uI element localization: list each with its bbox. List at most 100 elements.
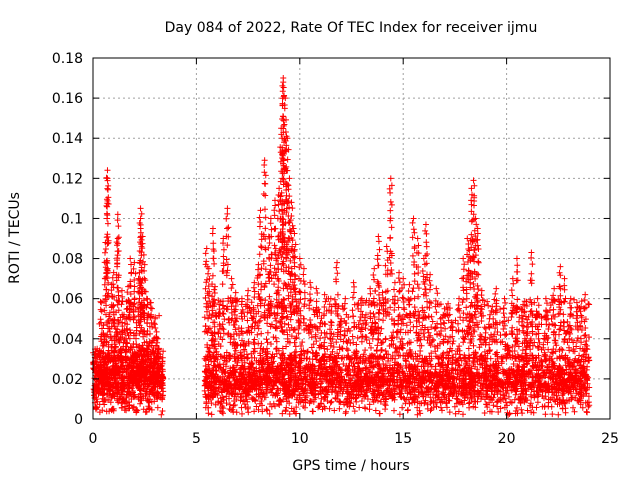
data-point-stack: [500, 299, 509, 353]
data-point: [524, 319, 531, 326]
data-point-stack: [382, 248, 391, 342]
data-point-stack: [556, 269, 564, 333]
data-point: [375, 233, 382, 240]
data-point: [271, 197, 278, 204]
data-point: [406, 281, 413, 288]
data-point-stack: [469, 182, 478, 335]
data-point: [104, 167, 111, 174]
data-point: [387, 175, 394, 182]
x-tick-label: 25: [601, 431, 619, 447]
data-point-stack: [544, 321, 553, 353]
data-point-stack: [264, 239, 273, 321]
data-point: [400, 275, 407, 282]
data-point: [474, 225, 481, 232]
data-point: [470, 177, 477, 184]
data-point: [94, 345, 101, 352]
data-point-stack: [523, 324, 531, 350]
data-point-stack: [300, 271, 308, 333]
data-point-stack: [378, 294, 387, 353]
data-point: [212, 283, 219, 290]
data-point: [224, 205, 231, 212]
data-point: [433, 285, 440, 292]
data-point: [544, 315, 551, 322]
data-point: [251, 279, 258, 286]
data-point-stack: [374, 238, 383, 342]
data-point-stack: [204, 270, 213, 336]
data-point-stack: [332, 264, 342, 346]
x-tick-label: 20: [498, 431, 516, 447]
data-point-stack: [227, 281, 236, 348]
data-point: [137, 215, 144, 222]
data-point: [112, 325, 119, 332]
data-point-stack: [320, 298, 329, 346]
y-tick-label: 0.12: [52, 171, 83, 187]
data-point: [292, 241, 299, 248]
data-point-stack: [316, 323, 325, 349]
data-point-stack: [103, 182, 112, 345]
data-point-stack: [448, 323, 456, 354]
y-tick-label: 0.14: [52, 131, 83, 147]
x-tick-labels: 0 5 10 15 20 25: [89, 431, 619, 447]
data-point-stack: [126, 261, 135, 336]
data-point: [561, 275, 568, 282]
data-point-stack: [527, 254, 536, 328]
data-point-stack: [572, 304, 581, 350]
y-tick-label: 0: [74, 412, 83, 428]
data-point-stack: [153, 343, 161, 353]
data-point: [334, 259, 341, 266]
data-point: [143, 295, 150, 302]
data-point-stack: [440, 312, 449, 346]
data-point-stack: [473, 230, 482, 331]
data-point-stack: [109, 274, 118, 354]
data-point-stack: [580, 297, 589, 348]
y-tick-labels: 0 0.02 0.04 0.06 0.08 0.1 0.12 0.14 0.16 0.18: [52, 51, 83, 428]
data-point-stack: [97, 306, 105, 345]
data-point-stack: [100, 336, 108, 349]
data-point: [321, 291, 328, 298]
data-point: [127, 255, 134, 262]
data-point: [286, 175, 293, 182]
data-point-stack: [550, 292, 559, 344]
data-point-stack: [508, 280, 517, 338]
y-tick-label: 0.06: [52, 292, 83, 308]
data-point: [104, 175, 111, 182]
data-point: [98, 299, 105, 306]
y-tick-label: 0.08: [52, 252, 83, 268]
data-point: [520, 301, 527, 308]
data-point: [460, 255, 467, 262]
y-axis-label: ROTI / TECUs: [7, 192, 23, 284]
y-tick-label: 0.04: [52, 332, 83, 348]
data-point: [121, 311, 128, 318]
data-point: [300, 265, 307, 272]
data-point: [280, 79, 287, 86]
x-axis-label: GPS time / hours: [292, 458, 409, 474]
data-point-stack: [477, 292, 486, 342]
chart-title: Day 084 of 2022, Rate Of TEC Index for r…: [165, 20, 538, 36]
data-point-stack: [238, 301, 246, 337]
data-point-stack: [336, 321, 346, 352]
data-point-stack: [422, 227, 431, 322]
data-point: [567, 295, 574, 302]
data-point-stack: [409, 219, 418, 319]
data-point: [509, 275, 516, 282]
data-point-stack: [366, 290, 375, 337]
data-point-stack: [463, 241, 472, 338]
data-point: [427, 271, 434, 278]
data-point-stack: [341, 300, 350, 339]
data-point-stack: [391, 286, 400, 352]
x-tick-label: 15: [394, 431, 412, 447]
data-point-stack: [202, 250, 211, 348]
x-tick-label: 5: [192, 431, 201, 447]
data-point-stack: [132, 324, 140, 351]
data-point: [317, 319, 324, 326]
y-tick-label: 0.1: [61, 211, 83, 227]
data-point: [274, 255, 281, 262]
data-point: [137, 205, 144, 212]
data-point: [245, 287, 252, 294]
y-tick-label: 0.16: [52, 91, 83, 107]
data-point: [542, 295, 549, 302]
data-point: [118, 287, 125, 294]
data-point-stack: [397, 320, 405, 345]
data-point-stack: [130, 265, 139, 347]
data-point-stack: [305, 284, 314, 337]
